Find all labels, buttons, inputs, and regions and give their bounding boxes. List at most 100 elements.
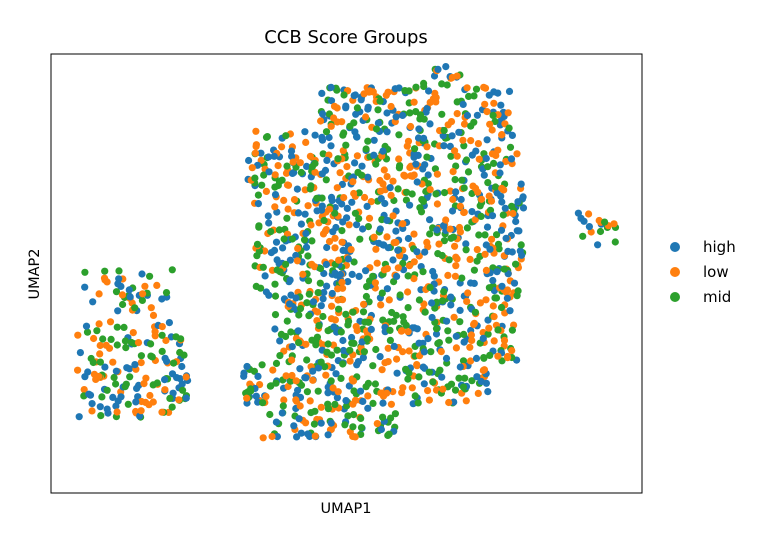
scatter-point-high [294, 209, 303, 217]
scatter-point-low [149, 311, 158, 319]
scatter-point-high [290, 422, 298, 430]
scatter-point-high [508, 248, 516, 256]
scatter-point-mid [313, 194, 321, 202]
scatter-point-low [404, 288, 412, 296]
scatter-point-mid [112, 380, 120, 388]
scatter-point-mid [337, 374, 345, 382]
scatter-point-high [264, 212, 272, 220]
scatter-point-mid [364, 137, 372, 145]
scatter-point-mid [283, 162, 291, 170]
scatter-point-mid [287, 377, 295, 385]
scatter-point-high [344, 255, 352, 263]
scatter-point-mid [579, 232, 587, 240]
scatter-point-high [348, 333, 356, 342]
scatter-point-high [243, 362, 251, 371]
scatter-point-mid [149, 381, 157, 389]
scatter-point-low [142, 398, 150, 406]
scatter-point-mid [490, 159, 498, 167]
scatter-point-mid [107, 335, 115, 343]
scatter-point-low [403, 142, 411, 150]
scatter-point-low [423, 143, 431, 151]
scatter-point-high [433, 226, 441, 234]
scatter-point-mid [451, 386, 460, 394]
scatter-point-mid [138, 296, 146, 304]
scatter-point-high [82, 322, 91, 330]
scatter-point-high [96, 403, 104, 411]
scatter-point-low [317, 117, 325, 125]
scatter-point-high [353, 221, 361, 229]
scatter-point-low [311, 432, 319, 440]
scatter-point-mid [254, 191, 262, 199]
scatter-point-mid [378, 289, 386, 297]
scatter-point-high [383, 285, 391, 293]
scatter-point-mid [357, 414, 365, 422]
scatter-point-mid [438, 251, 446, 260]
scatter-point-low [378, 366, 386, 374]
scatter-point-mid [115, 267, 123, 275]
scatter-point-high [351, 159, 359, 167]
scatter-point-mid [308, 237, 316, 245]
scatter-point-low [392, 238, 400, 246]
scatter-point-high [265, 168, 273, 176]
scatter-point-mid [349, 423, 357, 431]
scatter-point-mid [426, 283, 434, 292]
scatter-point-low [381, 359, 389, 367]
scatter-point-low [282, 169, 291, 177]
scatter-point-mid [379, 413, 387, 421]
scatter-point-high [420, 348, 428, 356]
scatter-point-mid [341, 421, 349, 429]
scatter-point-mid [131, 304, 139, 312]
scatter-point-mid [180, 351, 188, 359]
scatter-point-mid [263, 133, 271, 141]
scatter-point-high [318, 170, 326, 178]
scatter-point-high [485, 91, 493, 99]
scatter-point-low [325, 205, 334, 213]
scatter-point-low [95, 290, 103, 298]
scatter-point-low [361, 193, 369, 202]
scatter-point-mid [440, 126, 448, 135]
scatter-point-mid [458, 274, 466, 282]
scatter-point-high [419, 363, 427, 371]
scatter-point-high [448, 132, 456, 140]
scatter-point-high [319, 110, 327, 118]
scatter-point-mid [305, 312, 313, 320]
scatter-point-high [510, 279, 519, 287]
scatter-point-low [360, 300, 368, 308]
scatter-point-high [468, 208, 476, 216]
scatter-point-low [349, 377, 357, 385]
scatter-point-low [453, 110, 461, 118]
scatter-point-high [342, 102, 350, 110]
scatter-point-mid [362, 292, 370, 301]
scatter-point-high [493, 189, 501, 197]
scatter-point-low [290, 196, 299, 204]
scatter-point-mid [416, 111, 425, 119]
scatter-point-mid [404, 375, 412, 383]
scatter-point-mid [297, 168, 305, 177]
scatter-point-mid [283, 317, 291, 325]
scatter-point-low [466, 255, 474, 263]
scatter-point-low [346, 357, 354, 365]
scatter-point-high [376, 353, 384, 361]
scatter-point-low [383, 173, 391, 181]
scatter-point-mid [404, 304, 412, 312]
scatter-point-low [336, 169, 344, 177]
scatter-point-high [574, 209, 583, 217]
scatter-point-low [453, 152, 461, 160]
scatter-point-low [439, 385, 447, 393]
scatter-point-high [424, 335, 432, 343]
scatter-point-high [515, 227, 523, 235]
scatter-point-high [286, 300, 294, 308]
scatter-point-high [126, 293, 134, 301]
scatter-point-low [311, 263, 319, 271]
scatter-point-high [336, 270, 345, 279]
scatter-point-mid [404, 272, 412, 280]
scatter-point-low [452, 253, 460, 261]
scatter-point-high [287, 147, 296, 155]
scatter-point-high [173, 374, 181, 382]
scatter-point-mid [259, 399, 267, 407]
scatter-point-high [109, 393, 117, 401]
scatter-point-mid [406, 109, 414, 117]
scatter-point-high [309, 298, 318, 306]
scatter-point-mid [121, 383, 129, 391]
scatter-point-low [486, 120, 494, 128]
